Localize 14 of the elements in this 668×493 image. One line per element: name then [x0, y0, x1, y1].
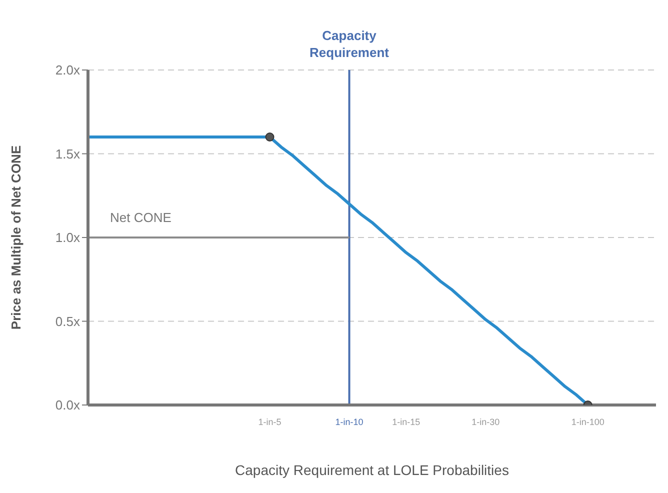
y-tick-label: 0.5x	[55, 314, 80, 329]
x-tick-label: 1-in-10	[335, 417, 364, 427]
x-axis-title: Capacity Requirement at LOLE Probabilities	[235, 462, 509, 478]
y-axis-title: Price as Multiple of Net CONE	[8, 145, 24, 330]
ref-line-label: Capacity Requirement	[310, 28, 390, 60]
y-tick-label: 2.0x	[55, 62, 80, 78]
y-tick-label: 1.5x	[55, 146, 80, 162]
y-tick-label: 0.0x	[55, 398, 80, 413]
x-tick-label: 1-in-30	[472, 417, 500, 427]
x-tick-label: 1-in-15	[392, 417, 420, 427]
y-tick-label: 1.0x	[55, 230, 80, 246]
series-label: Net CONE	[110, 210, 172, 224]
x-tick-label: 1-in-5	[258, 417, 282, 427]
x-tick-label: 1-in-100	[571, 417, 604, 427]
